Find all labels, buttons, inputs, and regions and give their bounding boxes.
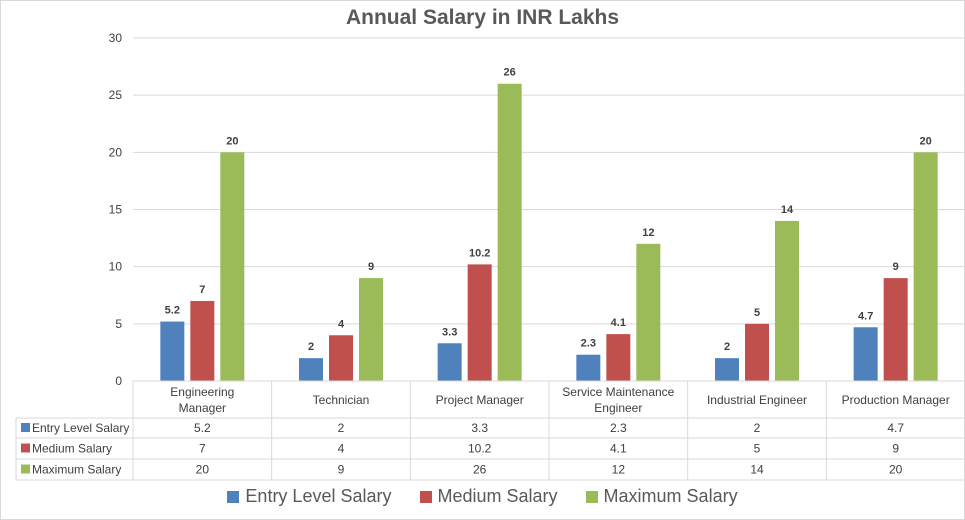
data-label: 2.3 xyxy=(581,338,596,350)
data-label: 7 xyxy=(199,284,205,296)
data-label: 12 xyxy=(642,227,654,239)
y-tick-label: 20 xyxy=(109,145,123,159)
data-label: 5.2 xyxy=(165,305,180,317)
bar-1-4 xyxy=(745,323,769,381)
table-cell: 4.7 xyxy=(887,421,904,435)
bar-2-5 xyxy=(913,152,938,381)
y-tick-label: 10 xyxy=(109,260,123,274)
table-legend-key xyxy=(21,423,30,432)
category-label: Production Manager xyxy=(842,393,950,407)
legend-item: Medium Salary xyxy=(419,486,558,507)
legend-item: Entry Level Salary xyxy=(227,486,392,507)
table-cell: 9 xyxy=(338,463,345,477)
data-label: 4.7 xyxy=(858,310,873,322)
y-tick-label: 5 xyxy=(115,317,122,331)
category-label: Technician xyxy=(313,393,370,407)
bar-1-3 xyxy=(606,334,631,381)
y-tick-label: 0 xyxy=(115,374,122,388)
data-label: 2 xyxy=(308,341,314,353)
table-cell: 12 xyxy=(612,463,626,477)
bar-0-1 xyxy=(299,358,323,381)
bar-0-5 xyxy=(853,327,878,381)
table-cell: 26 xyxy=(473,463,487,477)
category-label: Manager xyxy=(179,401,226,415)
bar-2-0 xyxy=(220,152,245,381)
data-label: 9 xyxy=(893,261,899,273)
bar-1-2 xyxy=(467,264,492,381)
legend-swatch xyxy=(419,490,432,503)
table-cell: 20 xyxy=(889,463,903,477)
table-legend-key xyxy=(21,464,30,474)
data-label: 14 xyxy=(781,204,794,216)
data-label: 26 xyxy=(504,67,516,79)
table-row-label: Entry Level Salary xyxy=(32,421,129,435)
bar-1-1 xyxy=(329,335,353,381)
bar-0-4 xyxy=(715,358,739,381)
table-cell: 5 xyxy=(754,442,761,456)
data-label: 10.2 xyxy=(469,247,490,259)
bar-0-3 xyxy=(576,354,601,381)
data-label: 9 xyxy=(368,261,374,273)
bar-2-2 xyxy=(497,83,522,381)
category-label: Industrial Engineer xyxy=(707,393,807,407)
table-cell: 2 xyxy=(338,421,345,435)
data-label: 2 xyxy=(724,341,730,353)
data-label: 5 xyxy=(754,307,760,319)
y-tick-label: 15 xyxy=(109,203,123,217)
table-cell: 2 xyxy=(754,421,761,435)
legend-label: Entry Level Salary xyxy=(245,486,392,506)
category-label: Project Manager xyxy=(436,393,524,407)
data-label: 4.1 xyxy=(611,317,626,329)
table-cell: 4.1 xyxy=(610,442,627,456)
table-cell: 9 xyxy=(892,442,899,456)
bar-0-0 xyxy=(160,321,185,381)
table-cell: 14 xyxy=(750,463,764,477)
legend-label: Maximum Salary xyxy=(603,486,738,506)
table-cell: 3.3 xyxy=(471,421,488,435)
y-tick-label: 25 xyxy=(109,88,123,102)
table-cell: 10.2 xyxy=(468,442,492,456)
data-label: 20 xyxy=(920,135,932,147)
table-row-label: Maximum Salary xyxy=(32,463,121,477)
category-label: Engineering xyxy=(170,385,234,399)
legend-swatch xyxy=(585,490,598,503)
category-label: Service Maintenance xyxy=(562,385,674,399)
bar-2-3 xyxy=(636,243,661,381)
table-cell: 20 xyxy=(196,463,210,477)
legend: Entry Level Salary Medium Salary Maximum S… xyxy=(0,486,965,507)
table-cell: 7 xyxy=(199,442,206,456)
legend-swatch xyxy=(227,490,240,503)
bar-2-1 xyxy=(359,278,383,381)
bar-1-5 xyxy=(883,278,908,381)
table-cell: 4 xyxy=(338,442,345,456)
legend-item: Maximum Salary xyxy=(585,486,738,507)
table-row-label: Medium Salary xyxy=(32,442,112,456)
bar-2-4 xyxy=(775,220,799,381)
table-cell: 5.2 xyxy=(194,421,211,435)
table-legend-key xyxy=(21,443,30,453)
bar-1-0 xyxy=(190,300,215,381)
legend-label: Medium Salary xyxy=(437,486,558,506)
data-label: 20 xyxy=(226,135,238,147)
data-label: 4 xyxy=(338,318,345,330)
table-cell: 2.3 xyxy=(610,421,627,435)
bar-0-2 xyxy=(437,343,462,381)
y-tick-label: 30 xyxy=(109,31,123,45)
chart-title: Annual Salary in INR Lakhs xyxy=(345,6,620,29)
data-label: 3.3 xyxy=(442,326,457,338)
category-label: Engineer xyxy=(594,401,642,415)
